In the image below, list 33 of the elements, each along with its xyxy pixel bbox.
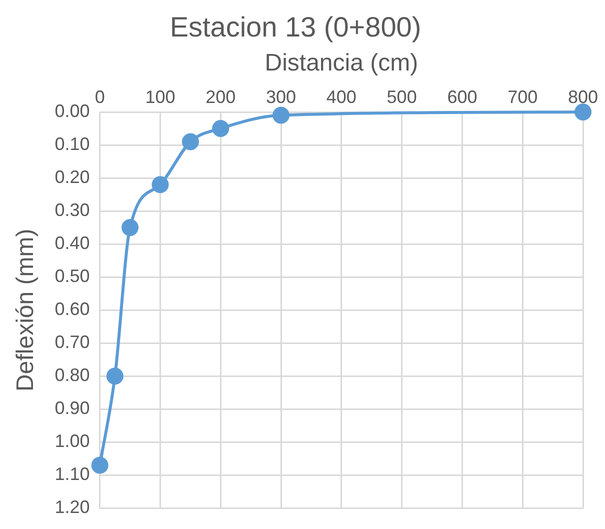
point <box>272 106 290 124</box>
point <box>574 104 592 120</box>
point <box>152 176 169 194</box>
y-tick-label: 1.10 <box>54 464 90 484</box>
x-tick-label: 400 <box>326 87 356 108</box>
x-tick-label: 700 <box>508 87 538 108</box>
y-tick-label: 0.10 <box>54 134 90 154</box>
y-tick-label: 0.50 <box>54 266 90 286</box>
y-tick-label: 0.70 <box>54 332 90 352</box>
x-axis-title: Distancia (cm) <box>264 50 418 77</box>
point <box>106 368 124 385</box>
y-tick-label: 0.40 <box>54 233 90 254</box>
y-tick-label: 1.00 <box>54 431 90 452</box>
point <box>91 456 108 474</box>
x-tick-label: 200 <box>206 87 236 108</box>
y-tick-label: 0.20 <box>54 167 90 187</box>
point <box>212 120 230 138</box>
x-tick-label: 100 <box>145 87 176 108</box>
x-tick-label: 500 <box>386 87 417 108</box>
y-axis-title: Deflexión (mm) <box>12 228 40 392</box>
y-tick-label: 1.20 <box>54 497 90 518</box>
y-tick-label: 0.30 <box>54 200 90 220</box>
x-tick-label: 800 <box>568 87 598 108</box>
x-tick-label: 0 <box>94 87 105 108</box>
x-tick-label: 600 <box>447 87 478 108</box>
x-tick-label: 300 <box>266 87 296 108</box>
y-tick-label: 0.00 <box>54 100 90 121</box>
point <box>182 133 199 150</box>
y-tick-label: 0.60 <box>54 299 90 320</box>
y-tick-label: 0.90 <box>54 398 90 418</box>
y-tick-label: 0.80 <box>54 365 90 386</box>
chart-title: Estacion 13 (0+800) <box>170 12 422 43</box>
point <box>122 219 139 236</box>
